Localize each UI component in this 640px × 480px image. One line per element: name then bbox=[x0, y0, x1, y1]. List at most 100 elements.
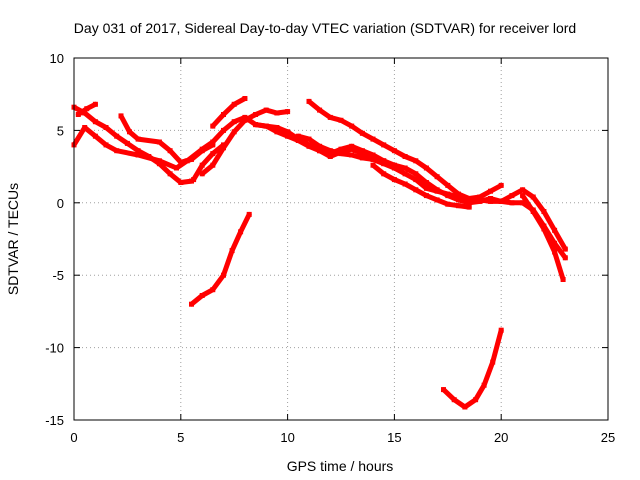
data-point bbox=[441, 387, 446, 393]
series-line bbox=[370, 162, 472, 210]
data-point bbox=[359, 130, 365, 136]
x-tick-label: 10 bbox=[280, 430, 294, 445]
data-point bbox=[263, 123, 269, 129]
data-point bbox=[189, 301, 194, 307]
data-point bbox=[285, 109, 291, 115]
data-point bbox=[520, 187, 526, 193]
data-point bbox=[221, 112, 226, 117]
series-track-11 bbox=[306, 98, 568, 252]
data-point bbox=[306, 98, 312, 104]
data-point bbox=[541, 226, 547, 232]
data-point bbox=[530, 209, 536, 214]
data-point bbox=[490, 359, 496, 365]
data-point bbox=[199, 171, 205, 177]
data-point bbox=[306, 136, 312, 142]
data-point bbox=[462, 404, 468, 410]
data-point bbox=[156, 161, 162, 167]
data-point bbox=[231, 101, 237, 107]
series-line bbox=[71, 104, 194, 185]
data-point bbox=[306, 142, 312, 148]
data-point bbox=[349, 123, 355, 129]
data-point bbox=[156, 139, 162, 145]
data-point bbox=[445, 191, 451, 197]
data-point bbox=[530, 194, 536, 200]
data-point bbox=[210, 142, 216, 148]
data-point bbox=[317, 143, 323, 149]
data-point bbox=[103, 125, 109, 130]
data-point bbox=[295, 133, 301, 139]
series-track-13 bbox=[441, 327, 504, 410]
data-point bbox=[370, 156, 376, 162]
data-point bbox=[118, 113, 124, 119]
data-point bbox=[199, 162, 205, 168]
data-point bbox=[466, 204, 472, 210]
data-point bbox=[210, 287, 216, 293]
data-point bbox=[263, 107, 269, 113]
data-point bbox=[509, 200, 515, 206]
series-track-3 bbox=[75, 101, 98, 117]
data-point bbox=[338, 117, 344, 123]
data-point bbox=[75, 112, 81, 117]
series-track-10 bbox=[295, 133, 387, 164]
data-point bbox=[498, 182, 504, 188]
data-point bbox=[199, 293, 205, 298]
data-point bbox=[317, 107, 323, 113]
y-tick-label: -5 bbox=[52, 268, 64, 283]
data-point bbox=[423, 193, 429, 199]
series-track-2 bbox=[71, 104, 194, 185]
data-point bbox=[127, 129, 132, 135]
data-point bbox=[135, 136, 141, 142]
data-point bbox=[103, 142, 109, 148]
data-point bbox=[114, 133, 120, 139]
data-point bbox=[466, 200, 472, 206]
data-point bbox=[413, 158, 419, 164]
data-point bbox=[552, 227, 558, 233]
data-point bbox=[338, 146, 344, 152]
data-point bbox=[238, 229, 244, 235]
data-point bbox=[391, 162, 397, 168]
data-point bbox=[210, 162, 216, 168]
data-point bbox=[498, 327, 504, 333]
grid-lines bbox=[74, 58, 608, 420]
data-point bbox=[456, 194, 461, 200]
data-point bbox=[445, 201, 451, 207]
data-point bbox=[381, 161, 387, 167]
data-point bbox=[84, 106, 90, 112]
series-line bbox=[191, 142, 226, 183]
y-tick-label: 10 bbox=[50, 51, 64, 66]
data-point bbox=[167, 148, 173, 154]
x-tick-label: 15 bbox=[387, 430, 401, 445]
data-point bbox=[477, 194, 483, 200]
data-point bbox=[434, 174, 440, 180]
series-track-6 bbox=[189, 211, 252, 307]
y-tick-label: -10 bbox=[45, 341, 64, 356]
data-point bbox=[413, 187, 419, 193]
data-point bbox=[229, 248, 235, 254]
data-point bbox=[541, 209, 547, 214]
data-point bbox=[445, 182, 451, 188]
data-point bbox=[552, 249, 558, 255]
data-point bbox=[359, 155, 365, 161]
data-point bbox=[370, 152, 376, 158]
data-point bbox=[359, 151, 365, 157]
data-point bbox=[124, 140, 130, 146]
y-tick-label: -15 bbox=[45, 413, 64, 428]
data-point bbox=[423, 185, 429, 191]
data-point bbox=[456, 191, 461, 197]
plot-frame bbox=[73, 57, 609, 421]
data-point bbox=[327, 148, 333, 154]
data-point bbox=[221, 145, 226, 151]
data-point bbox=[178, 159, 184, 165]
series-track-12 bbox=[370, 162, 472, 210]
data-point bbox=[327, 151, 333, 157]
data-point bbox=[285, 133, 291, 139]
data-point bbox=[221, 272, 226, 278]
series-line bbox=[210, 96, 248, 129]
data-point bbox=[92, 119, 98, 125]
x-axis-label: GPS time / hours bbox=[287, 458, 394, 474]
series-line bbox=[441, 327, 504, 410]
data-point bbox=[338, 151, 344, 157]
y-tick-label: 0 bbox=[57, 196, 64, 211]
data-point bbox=[560, 277, 566, 282]
